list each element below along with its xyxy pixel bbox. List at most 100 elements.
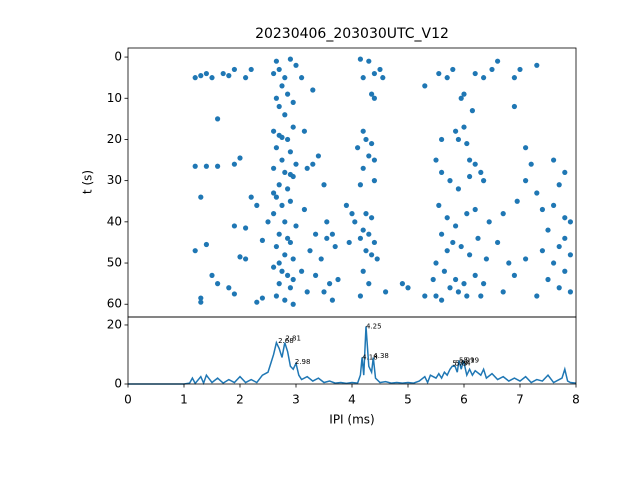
scatter-point bbox=[562, 268, 568, 274]
scatter-point bbox=[464, 140, 470, 147]
scatter-point bbox=[290, 99, 296, 105]
annotation: 5.84 bbox=[455, 359, 471, 367]
scatter-point bbox=[436, 202, 442, 208]
scatter-point bbox=[483, 256, 489, 262]
scatter-point bbox=[290, 124, 296, 130]
scatter-point bbox=[304, 289, 310, 295]
scatter-point bbox=[287, 198, 293, 204]
scatter-point bbox=[472, 272, 478, 278]
scatter-point bbox=[383, 289, 389, 295]
x-tick-label: 6 bbox=[460, 393, 468, 407]
annotation: 4.38 bbox=[373, 352, 389, 360]
scatter-point bbox=[511, 103, 517, 110]
scatter-point bbox=[276, 103, 282, 110]
scatter-point bbox=[304, 165, 310, 171]
scatter-point bbox=[467, 252, 473, 258]
scatter-point bbox=[441, 268, 447, 274]
scatter-point bbox=[349, 211, 355, 217]
scatter-point bbox=[293, 223, 299, 229]
scatter-point bbox=[279, 83, 285, 89]
scatter-point bbox=[523, 178, 529, 184]
scatter-point bbox=[215, 163, 221, 169]
scatter-point bbox=[271, 70, 277, 77]
scatter-point bbox=[539, 206, 546, 213]
scatter-point bbox=[461, 91, 467, 97]
scatter-point bbox=[271, 190, 277, 196]
scatter-point bbox=[551, 157, 557, 163]
scatter-point bbox=[273, 293, 279, 299]
scatter-point bbox=[461, 281, 467, 287]
scatter-point bbox=[430, 276, 436, 283]
scatter-point bbox=[279, 134, 285, 140]
scatter-point bbox=[422, 293, 428, 299]
scatter-point bbox=[313, 231, 319, 237]
scatter-point bbox=[444, 75, 450, 81]
scatter-point bbox=[276, 231, 282, 237]
scatter-point bbox=[273, 95, 279, 101]
scatter-point bbox=[377, 66, 383, 73]
scatter-point bbox=[285, 186, 291, 192]
scatter-point bbox=[271, 264, 277, 270]
scatter-point bbox=[215, 116, 221, 122]
scatter-point bbox=[282, 297, 288, 303]
scatter-point bbox=[486, 219, 492, 225]
scatter-point bbox=[481, 281, 487, 287]
scatter-point bbox=[469, 108, 475, 114]
scatter-point bbox=[324, 219, 330, 225]
scatter-point bbox=[243, 225, 249, 231]
scatter-point bbox=[215, 281, 221, 287]
scatter-point bbox=[369, 252, 375, 258]
x-axis-label: IPI (ms) bbox=[329, 413, 374, 427]
x-tick-label: 3 bbox=[292, 393, 300, 407]
scatter-point bbox=[357, 182, 363, 188]
scatter-point bbox=[307, 248, 313, 254]
scatter-point bbox=[209, 75, 215, 81]
scatter-point bbox=[273, 145, 279, 151]
scatter-point bbox=[287, 56, 293, 62]
scatter-point bbox=[279, 157, 285, 163]
scatter-point bbox=[357, 235, 363, 241]
scatter-point bbox=[472, 161, 478, 167]
scatter-point bbox=[472, 206, 478, 213]
scatter-point bbox=[226, 73, 232, 79]
scatter-point bbox=[489, 66, 495, 73]
scatter-point bbox=[455, 186, 461, 192]
scatter-point bbox=[273, 194, 279, 200]
scatter-point bbox=[534, 190, 540, 196]
scatter-point bbox=[243, 75, 249, 81]
scatter-point bbox=[293, 161, 299, 167]
scatter-point bbox=[458, 243, 464, 250]
y-tick-label: 20 bbox=[107, 132, 122, 146]
annotation: 5.91 bbox=[459, 356, 475, 364]
scatter-point bbox=[299, 75, 305, 81]
scatter-point bbox=[369, 215, 375, 221]
scatter-point bbox=[447, 178, 453, 184]
scatter-point bbox=[332, 243, 338, 250]
scatter-point bbox=[545, 227, 551, 233]
scatter-point bbox=[282, 219, 288, 225]
scatter-point bbox=[318, 256, 324, 262]
scatter-point bbox=[287, 171, 293, 178]
scatter-point bbox=[254, 299, 260, 305]
scatter-point bbox=[285, 272, 291, 278]
scatter-point bbox=[357, 293, 363, 299]
scatter-point bbox=[271, 128, 277, 134]
scatter-point bbox=[287, 239, 293, 246]
scatter-point bbox=[290, 256, 296, 262]
scatter-point bbox=[310, 87, 316, 93]
scatter-point bbox=[567, 219, 574, 225]
scatter-point bbox=[248, 66, 254, 73]
scatter-point bbox=[282, 169, 288, 176]
scatter-point bbox=[436, 70, 442, 77]
scatter-point bbox=[237, 155, 243, 161]
line bbox=[128, 326, 577, 386]
scatter-point bbox=[290, 276, 296, 283]
scatter-point bbox=[439, 136, 445, 143]
scatter-point bbox=[310, 161, 316, 167]
scatter-point bbox=[481, 178, 487, 184]
scatter-point bbox=[551, 260, 557, 266]
scatter-point bbox=[562, 215, 568, 221]
annotation: 5.79 bbox=[452, 359, 468, 367]
scatter-point bbox=[301, 128, 307, 134]
